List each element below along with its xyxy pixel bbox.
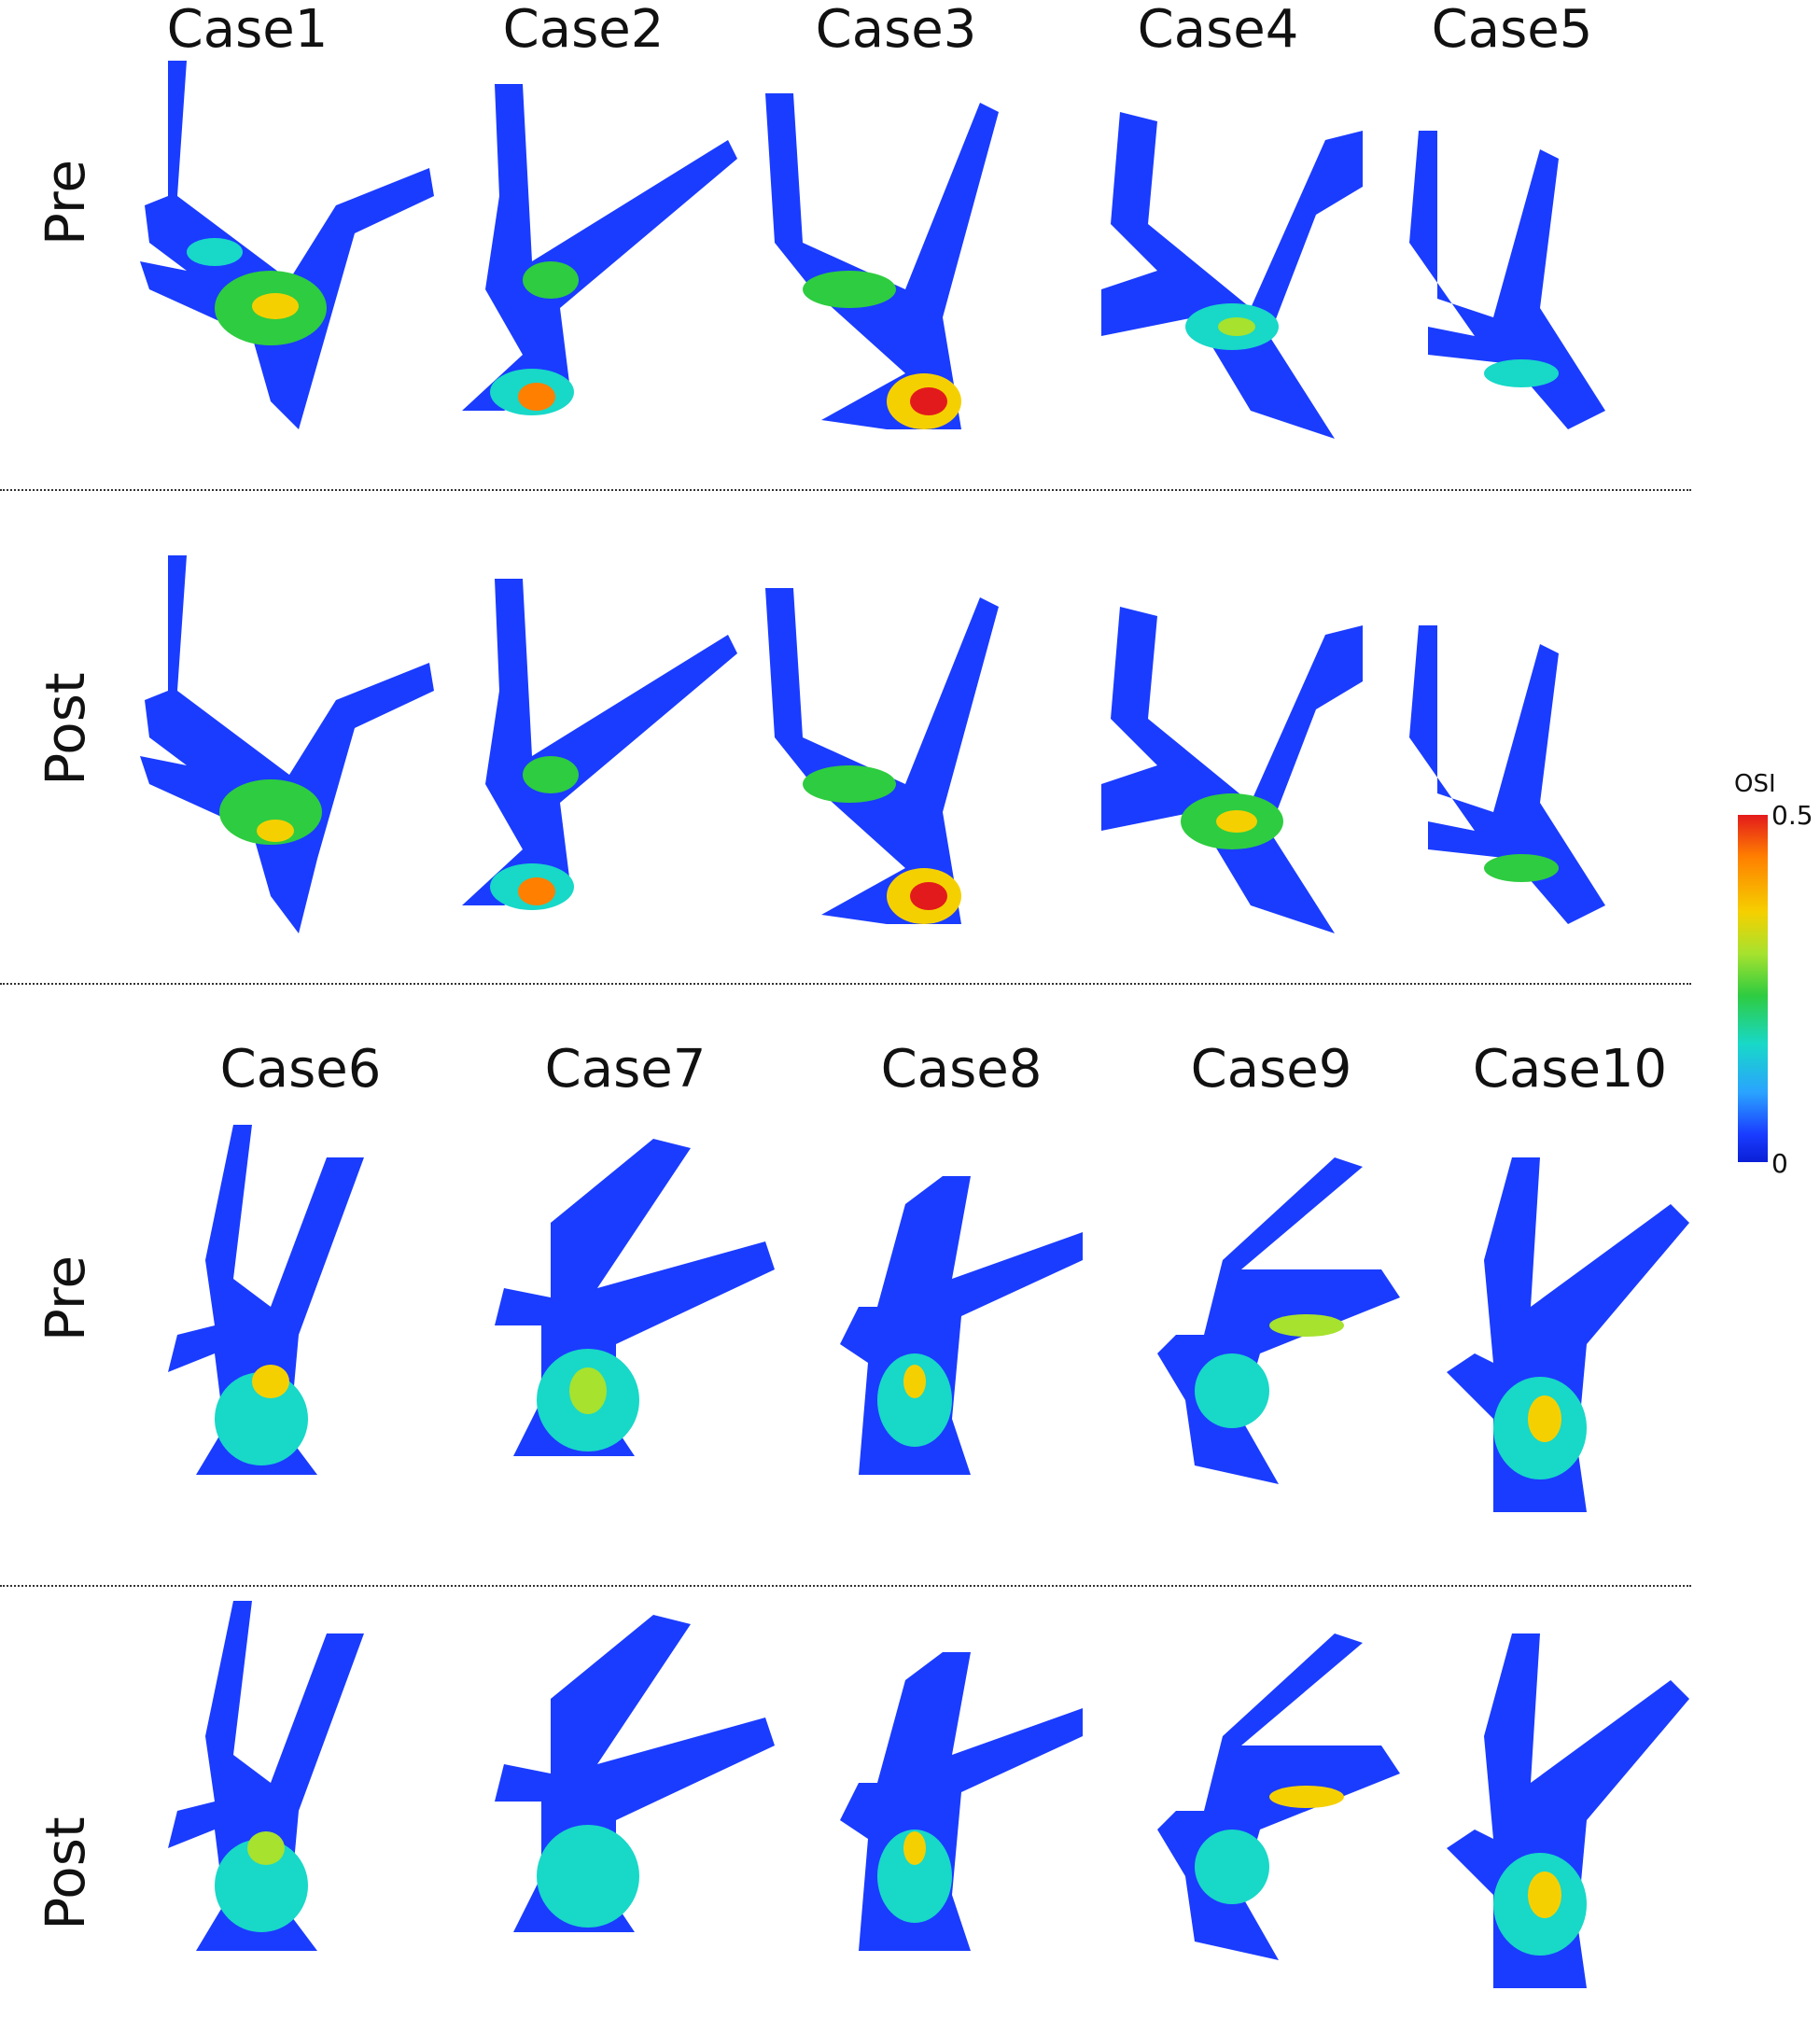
divider-1	[0, 489, 1691, 491]
case-label-6: Case6	[219, 1039, 382, 1100]
vessel-model-case3-pre	[765, 93, 999, 429]
colorbar-title: OSI	[1734, 770, 1776, 798]
row-label-post-top: Post	[34, 672, 97, 786]
case-label-9: Case9	[1190, 1039, 1352, 1100]
vessel-model-case7-pre	[495, 1139, 775, 1456]
vessel-model-case6-pre	[168, 1125, 364, 1475]
vessel-model-case7-post	[495, 1615, 775, 1932]
row-label-pre-bottom: Pre	[34, 1255, 97, 1342]
colorbar-min-label: 0	[1771, 1148, 1788, 1179]
vessel-model-case6-post	[168, 1601, 364, 1951]
case-label-4: Case4	[1137, 0, 1299, 60]
vessel-model-case1-pre	[140, 61, 434, 429]
divider-3	[0, 1585, 1691, 1587]
vessel-model-case8-post	[840, 1652, 1083, 1951]
case-label-10: Case10	[1472, 1039, 1668, 1100]
case-label-3: Case3	[815, 0, 977, 60]
vessel-model-case2-post	[462, 579, 737, 910]
vessel-model-case1-post	[140, 555, 434, 933]
vessel-model-case10-pre	[1447, 1157, 1689, 1512]
vessel-model-case2-pre	[462, 84, 737, 415]
vessel-model-case5-post	[1409, 625, 1605, 924]
vessel-model-case10-post	[1447, 1633, 1689, 1988]
vessel-model-case4-post	[1101, 607, 1363, 933]
colorbar	[1738, 815, 1768, 1162]
vessel-model-case3-post	[765, 588, 999, 924]
vessel-model-case4-pre	[1101, 112, 1363, 439]
vessel-model-case8-pre	[840, 1176, 1083, 1475]
row-label-post-bottom: Post	[34, 1816, 97, 1930]
vessel-model-case5-pre	[1409, 131, 1605, 429]
case-label-1: Case1	[166, 0, 329, 60]
divider-2	[0, 983, 1691, 985]
case-label-8: Case8	[880, 1039, 1043, 1100]
vessel-model-case9-pre	[1157, 1157, 1400, 1484]
case-label-7: Case7	[544, 1039, 707, 1100]
row-label-pre-top: Pre	[34, 159, 97, 246]
vessel-model-case9-post	[1157, 1633, 1400, 1960]
colorbar-max-label: 0.5	[1771, 800, 1813, 831]
case-label-2: Case2	[502, 0, 665, 60]
case-label-5: Case5	[1431, 0, 1593, 60]
